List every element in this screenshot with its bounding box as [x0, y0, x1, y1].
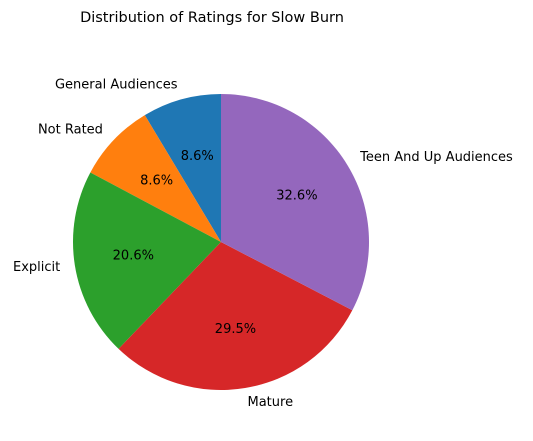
pie-category-label-mature: Mature	[248, 395, 294, 410]
pie-percent-label-not-rated: 8.6%	[140, 173, 173, 188]
pie-slice-mature	[118, 242, 353, 390]
pie-slice-general-audiences	[144, 94, 221, 242]
pie-category-labels: General Audiences Not Rated Explicit Mature…	[13, 78, 513, 411]
pie-slice-not-rated	[90, 115, 221, 242]
pie-percent-labels: 8.6% 8.6% 20.6% 29.5% 32.6%	[113, 149, 318, 337]
pie-percent-label-teen-and-up-audiences: 32.6%	[276, 188, 317, 203]
pie-percent-label-general-audiences: 8.6%	[181, 149, 214, 164]
pie-percent-label-mature: 29.5%	[215, 322, 256, 337]
pie-category-label-teen-and-up-audiences: Teen And Up Audiences	[359, 150, 513, 165]
pie-slice-teen-and-up-audiences	[221, 94, 369, 311]
pie-slice-explicit	[73, 172, 221, 349]
pie-percent-label-explicit: 20.6%	[113, 249, 154, 264]
pie-category-label-not-rated: Not Rated	[38, 122, 103, 137]
pie-category-label-general-audiences: General Audiences	[55, 78, 178, 93]
chart-title: Distribution of Ratings for Slow Burn	[80, 10, 344, 26]
pie-slices	[73, 94, 369, 390]
pie-category-label-explicit: Explicit	[13, 260, 60, 275]
